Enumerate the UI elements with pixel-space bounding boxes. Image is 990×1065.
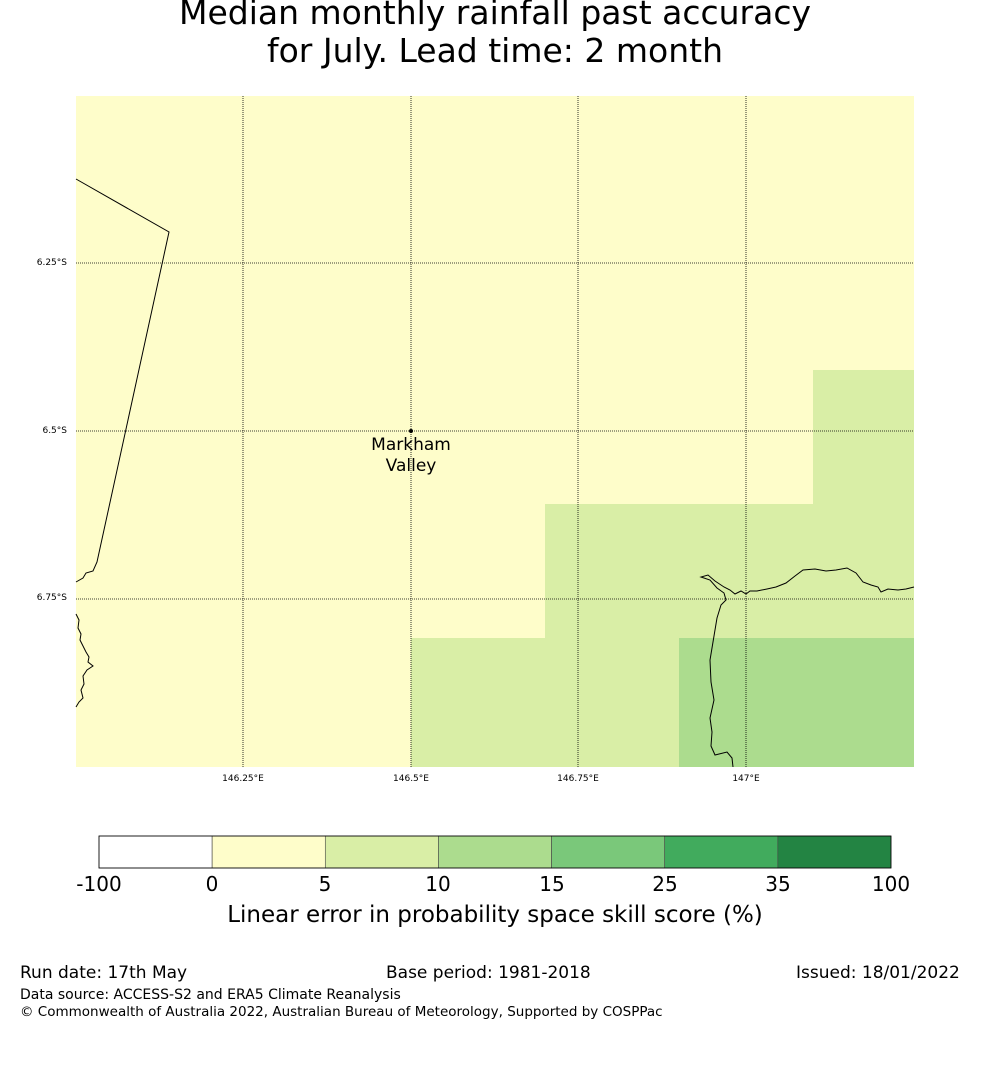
place-label-line-2: Valley: [385, 456, 437, 476]
colorbar-tick-label: 5: [318, 872, 332, 896]
colorbar-segment: [438, 835, 552, 869]
lon-tick-label: 146.75°E: [557, 774, 599, 784]
colorbar-title: Linear error in probability space skill …: [227, 902, 763, 928]
lon-tick-label: 147°E: [732, 774, 760, 784]
colorbar-segment: [551, 835, 666, 869]
colorbar-border: [98, 835, 892, 869]
colorbar-segment: [211, 835, 326, 869]
colorbar-segment: [664, 835, 779, 869]
province-boundary: [75, 178, 170, 583]
place-label-line-1: Markham: [371, 435, 451, 455]
gridlines: [76, 96, 914, 767]
run-date: Run date: 17th May: [20, 963, 188, 983]
coastline-west: [75, 613, 94, 708]
colorbar-tick-label: 100: [871, 872, 911, 896]
place-label-markham-valley: Markham Valley: [351, 435, 471, 477]
lon-tick-label: 146.25°E: [222, 774, 264, 784]
title-line-2: for July. Lead time: 2 month: [266, 31, 723, 70]
colorbar-segment: [777, 835, 892, 869]
copyright: © Commonwealth of Australia 2022, Austra…: [20, 1004, 663, 1020]
base-period: Base period: 1981-2018: [386, 963, 591, 983]
place-marker-dot: [409, 429, 413, 433]
colorbar-tick-label: 0: [205, 872, 219, 896]
lon-tick-label: 146.5°E: [393, 774, 429, 784]
colorbar-tick-label: -100: [76, 872, 122, 896]
issued-date: Issued: 18/01/2022: [796, 963, 960, 983]
colorbar-tick-label: 15: [539, 872, 565, 896]
colorbar-tick-label: 25: [652, 872, 678, 896]
data-source: Data source: ACCESS-S2 and ERA5 Climate …: [20, 987, 401, 1003]
skill-region-10-15: [679, 638, 914, 767]
title-line-1: Median monthly rainfall past accuracy: [178, 0, 812, 32]
boundaries: [75, 178, 915, 768]
colorbar-segment: [324, 835, 439, 869]
coastline-river: [699, 567, 915, 768]
lat-tick-label: 6.25°S: [36, 258, 67, 268]
colorbar-tick-label: 35: [765, 872, 791, 896]
colorbar: [98, 835, 892, 869]
colorbar-segment: [98, 835, 213, 869]
colorbar-tick-label: 10: [425, 872, 451, 896]
lat-tick-label: 6.75°S: [36, 593, 67, 603]
lat-tick-label: 6.5°S: [42, 426, 67, 436]
chart-title: Median monthly rainfall past accuracy fo…: [0, 0, 990, 70]
